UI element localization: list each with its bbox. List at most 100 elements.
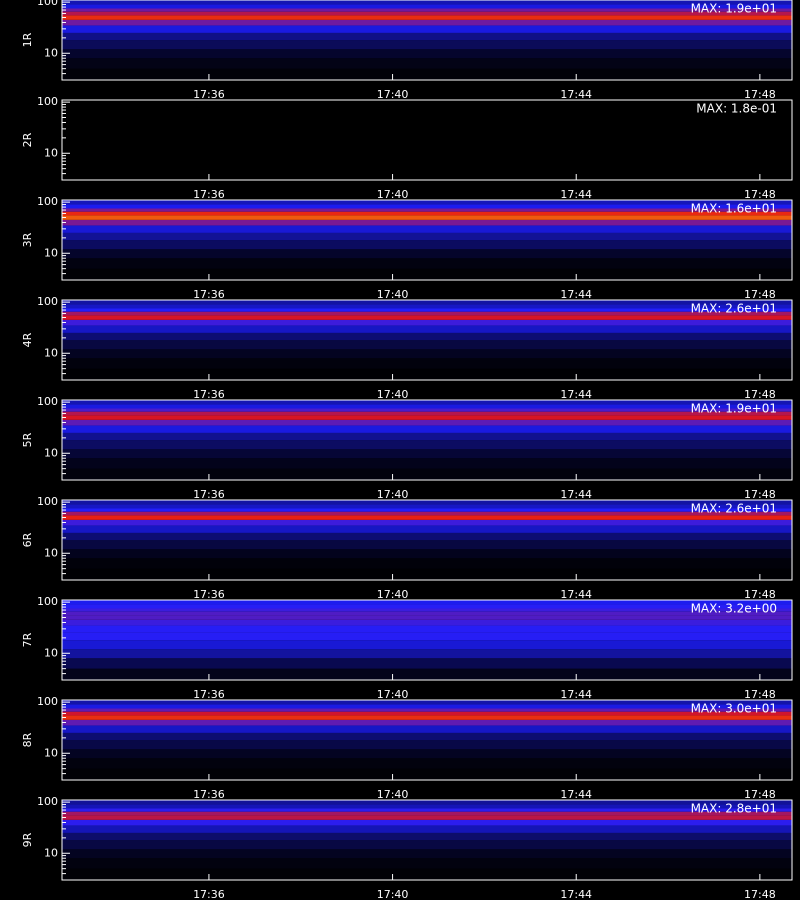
x-tick-label: 17:36 (193, 588, 225, 601)
x-tick-label: 17:40 (377, 288, 409, 301)
x-tick-label: 17:44 (560, 188, 592, 201)
heatmap-cell (62, 440, 792, 450)
heatmap-cell (62, 200, 792, 205)
y-tick-label: 10 (44, 646, 58, 659)
heatmap-cell (62, 868, 792, 880)
heatmap-cell (62, 4, 792, 9)
x-tick-label: 17:36 (193, 488, 225, 501)
x-tick-label: 17:36 (193, 388, 225, 401)
heatmap-cell (62, 319, 792, 326)
heatmap-cell (62, 604, 792, 609)
heatmap-cell (62, 168, 792, 180)
x-tick-label: 17:44 (560, 588, 592, 601)
panel-frame (61, 799, 793, 881)
heatmap-cell (62, 725, 792, 733)
heatmap-cell (62, 0, 792, 5)
y-tick-label: 10 (44, 46, 58, 59)
heatmap-cell (62, 115, 792, 120)
panel-frame (61, 99, 793, 181)
heatmap-cell (62, 808, 792, 812)
heatmap-cell (62, 600, 792, 605)
heatmap-cell (62, 708, 792, 712)
y-tick-label: 100 (37, 195, 58, 208)
y-axis-label: 3R (21, 232, 34, 247)
x-tick-label: 17:48 (744, 788, 776, 801)
panel-frame (61, 399, 793, 481)
heatmap-cell (62, 119, 792, 126)
y-tick-label: 100 (37, 595, 58, 608)
heatmap-cell (62, 704, 792, 709)
heatmap-cell (62, 300, 792, 305)
heatmap-cell (62, 308, 792, 312)
heatmap-cell (62, 758, 792, 769)
heatmap-cell (62, 408, 792, 412)
y-tick-label: 10 (44, 146, 58, 159)
heatmap-cell (62, 215, 792, 220)
heatmap-cell (62, 458, 792, 469)
heatmap-cell (62, 15, 792, 20)
heatmap-cell (62, 508, 792, 512)
heatmap-cell (62, 132, 792, 141)
heatmap-cell (62, 449, 792, 459)
heatmap-cell (62, 749, 792, 759)
x-tick-label: 17:44 (560, 688, 592, 701)
heatmap-cell (62, 525, 792, 533)
x-tick-label: 17:40 (377, 888, 409, 900)
heatmap-cell (62, 540, 792, 550)
heatmap-cell (62, 625, 792, 633)
y-axis-label: 1R (21, 32, 34, 47)
x-tick-label: 17:40 (377, 188, 409, 201)
heatmap-cell (62, 419, 792, 426)
heatmap-cell (62, 368, 792, 380)
heatmap-cell (62, 432, 792, 441)
heatmap-cell (62, 400, 792, 405)
heatmap-cell (62, 304, 792, 309)
heatmap-cell (62, 349, 792, 359)
max-label: MAX: 2.6e+01 (691, 502, 777, 516)
x-tick-label: 17:44 (560, 788, 592, 801)
heatmap-cell (62, 415, 792, 420)
heatmap-cell (62, 640, 792, 650)
y-tick-label: 100 (37, 95, 58, 108)
heatmap-cell (62, 8, 792, 12)
x-tick-label: 17:48 (744, 88, 776, 101)
x-tick-label: 17:48 (744, 188, 776, 201)
heatmap-cell (62, 258, 792, 269)
x-tick-label: 17:44 (560, 288, 592, 301)
heatmap-cell (62, 715, 792, 720)
max-label: MAX: 1.8e-01 (696, 102, 777, 116)
heatmap-cell (62, 649, 792, 659)
heatmap-cell (62, 19, 792, 26)
heatmap-cell (62, 149, 792, 159)
heatmap-cell (62, 611, 792, 616)
heatmap-cell (62, 800, 792, 805)
heatmap-cell (62, 204, 792, 209)
y-axis-label: 8R (21, 732, 34, 747)
panel-frame (61, 299, 793, 381)
x-tick-label: 17:36 (193, 688, 225, 701)
heatmap-cell (62, 208, 792, 212)
panel-frame (61, 499, 793, 581)
heatmap-cell (62, 500, 792, 505)
heatmap-cell (62, 425, 792, 433)
heatmap-cell (62, 240, 792, 250)
heatmap-cell (62, 804, 792, 809)
y-tick-label: 100 (37, 695, 58, 708)
heatmap-cell (62, 340, 792, 350)
x-tick-label: 17:40 (377, 788, 409, 801)
heatmap-cell (62, 858, 792, 869)
x-tick-label: 17:36 (193, 88, 225, 101)
heatmap-cell (62, 358, 792, 369)
max-label: MAX: 1.9e+01 (691, 402, 777, 416)
heatmap-cell (62, 732, 792, 741)
heatmap-cell (62, 311, 792, 316)
heatmap-cell (62, 832, 792, 841)
heatmap-cell (62, 632, 792, 641)
heatmap-cell (62, 658, 792, 669)
panel-frame (61, 699, 793, 781)
heatmap-cell (62, 849, 792, 859)
y-axis-label: 7R (21, 632, 34, 647)
heatmap-cell (62, 158, 792, 169)
heatmap-cell (62, 811, 792, 816)
